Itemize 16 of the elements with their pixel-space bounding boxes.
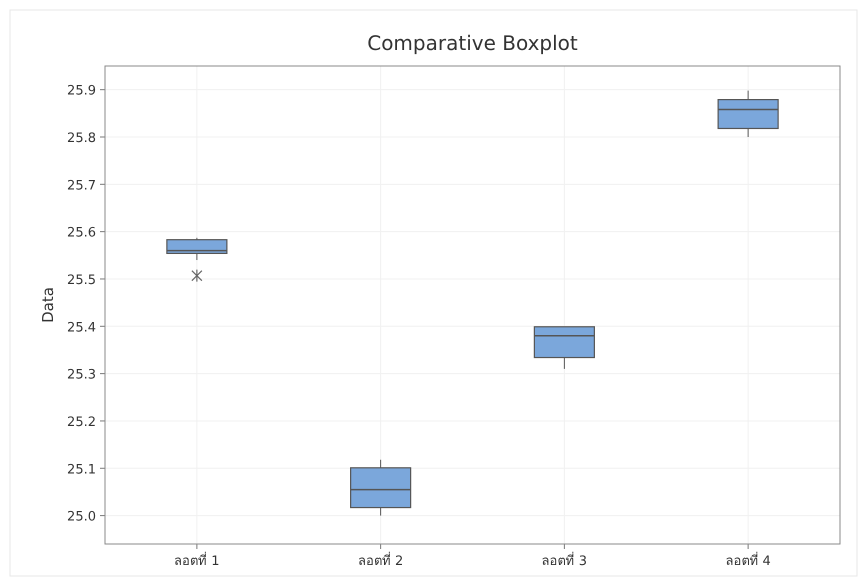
y-tick-label: 25.5	[67, 272, 96, 288]
y-tick-label: 25.0	[67, 510, 96, 525]
y-axis-title: Data	[39, 287, 57, 323]
y-tick-label: 25.3	[67, 368, 96, 383]
y-tick-label: 25.6	[67, 226, 96, 241]
x-tick-label: ลอตที่ 4	[725, 552, 771, 569]
chart-title: Comparative Boxplot	[367, 31, 578, 55]
y-tick-label: 25.8	[67, 130, 96, 146]
y-tick-label: 25.1	[67, 462, 96, 478]
y-tick-label: 25.2	[67, 414, 96, 430]
y-tick-label: 25.7	[67, 178, 96, 194]
y-tick-label: 25.9	[67, 84, 96, 99]
x-tick-label: ลอตที่ 1	[174, 552, 220, 569]
x-tick-label: ลอตที่ 2	[358, 552, 404, 569]
x-tick-label: ลอตที่ 3	[542, 552, 588, 569]
y-tick-label: 25.4	[67, 320, 96, 336]
